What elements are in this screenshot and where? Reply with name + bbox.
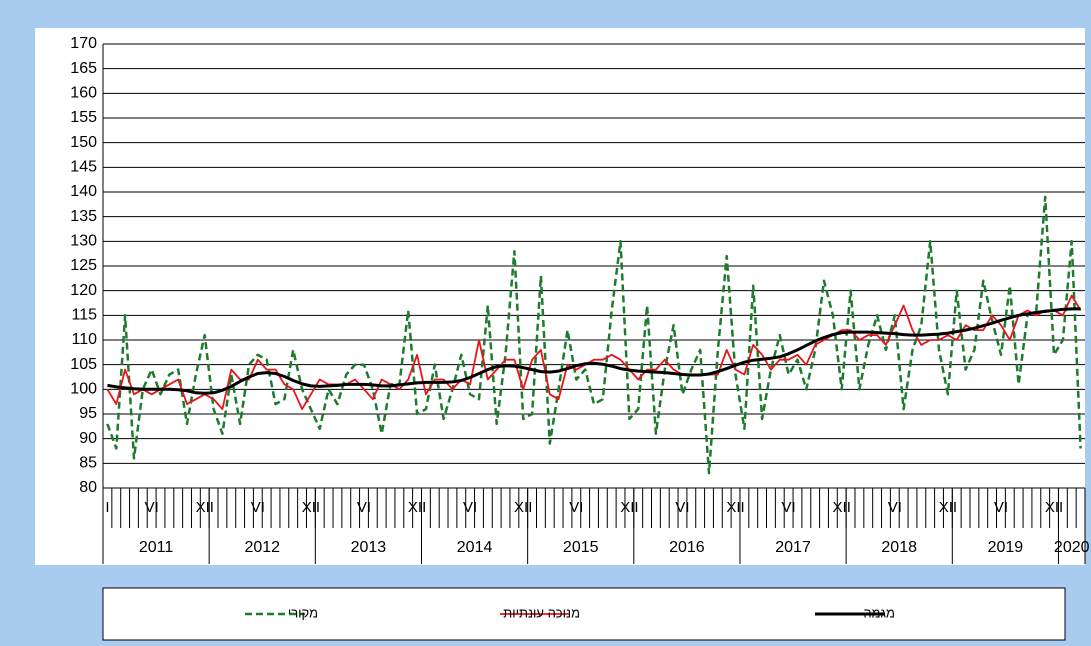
y-tick-label: 115 bbox=[71, 307, 97, 324]
y-tick-label: 140 bbox=[70, 183, 97, 200]
x-tick-label: VI bbox=[463, 499, 477, 516]
legend-label: מנוכה עונתיות bbox=[503, 605, 580, 620]
year-label: 2017 bbox=[775, 539, 811, 556]
x-tick-label: XII bbox=[939, 499, 957, 516]
year-label: 2020 bbox=[1054, 539, 1090, 556]
x-tick-label: VI bbox=[994, 499, 1008, 516]
year-label: 2018 bbox=[881, 539, 917, 556]
y-tick-label: 120 bbox=[70, 282, 97, 299]
year-label: 2012 bbox=[244, 539, 280, 556]
x-tick-label: VI bbox=[675, 499, 689, 516]
x-tick-label: XII bbox=[514, 499, 532, 516]
year-label: 2013 bbox=[351, 539, 387, 556]
series-line bbox=[106, 195, 1082, 475]
x-tick-label: XII bbox=[302, 499, 320, 516]
year-label: 2016 bbox=[669, 539, 705, 556]
series-line bbox=[106, 294, 1082, 410]
y-tick-label: 160 bbox=[70, 85, 97, 102]
y-tick-label: 135 bbox=[70, 208, 97, 225]
y-tick-label: 85 bbox=[79, 455, 97, 472]
x-tick-label: VI bbox=[782, 499, 796, 516]
y-tick-label: 165 bbox=[70, 60, 97, 77]
y-tick-label: 150 bbox=[70, 134, 97, 151]
y-tick-label: 90 bbox=[79, 430, 97, 447]
y-tick-label: 155 bbox=[70, 109, 97, 126]
x-tick-label: VI bbox=[251, 499, 265, 516]
x-tick-label: XII bbox=[1045, 499, 1063, 516]
year-label: 2015 bbox=[563, 539, 599, 556]
x-tick-label: VI bbox=[888, 499, 902, 516]
legend-label: מגמה bbox=[863, 605, 895, 620]
year-label: 2014 bbox=[457, 539, 493, 556]
x-tick-label: VI bbox=[569, 499, 583, 516]
year-label: 2019 bbox=[988, 539, 1024, 556]
x-tick-label: XII bbox=[726, 499, 744, 516]
x-tick-label: XII bbox=[620, 499, 638, 516]
y-tick-label: 125 bbox=[70, 257, 97, 274]
y-tick-label: 100 bbox=[70, 381, 97, 398]
legend-box bbox=[102, 587, 1066, 641]
y-tick-label: 145 bbox=[70, 159, 97, 176]
series-line bbox=[107, 307, 1081, 395]
x-tick-label: XII bbox=[408, 499, 426, 516]
x-tick-label: XII bbox=[196, 499, 214, 516]
x-tick-label: VI bbox=[145, 499, 159, 516]
y-tick-label: 170 bbox=[70, 35, 97, 52]
y-tick-label: 80 bbox=[79, 479, 97, 496]
x-tick-label: I bbox=[105, 499, 109, 516]
chart-area bbox=[35, 28, 1085, 565]
x-tick-label: VI bbox=[357, 499, 371, 516]
year-label: 2011 bbox=[139, 539, 174, 556]
legend-label: מקורי bbox=[288, 605, 318, 620]
x-tick-label: XII bbox=[833, 499, 851, 516]
y-tick-label: 110 bbox=[71, 331, 97, 348]
y-tick-label: 130 bbox=[70, 233, 97, 250]
y-tick-label: 105 bbox=[70, 356, 97, 373]
y-tick-label: 95 bbox=[79, 405, 97, 422]
